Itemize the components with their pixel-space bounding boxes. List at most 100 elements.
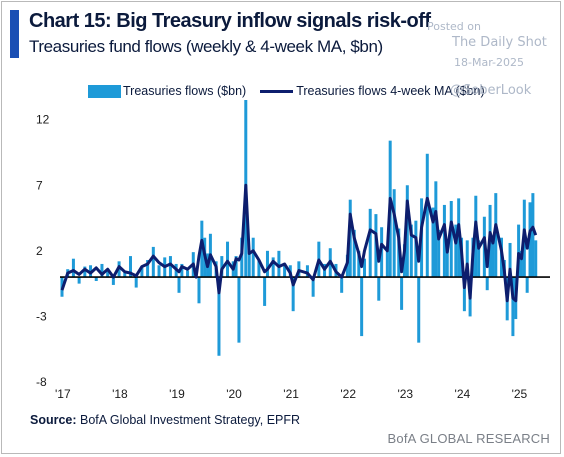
flow-bar (363, 258, 367, 278)
flow-bar (134, 277, 138, 288)
source-note: Source: BofA Global Investment Strategy,… (30, 413, 300, 427)
flow-bar (519, 250, 523, 278)
brand-footer: BofA GLOBAL RESEARCH (387, 431, 550, 446)
flow-bar (305, 265, 309, 278)
title-accent-bar (10, 10, 19, 58)
flow-bar (511, 277, 515, 337)
flow-bar (240, 237, 244, 278)
flow-bar (226, 241, 230, 278)
flow-bar (83, 266, 87, 278)
ma-line (60, 183, 538, 303)
flow-bar (352, 229, 356, 278)
flow-bar (146, 260, 150, 278)
flow-bar (442, 204, 446, 278)
watermark-handle: @SoberLook (450, 83, 532, 98)
flow-bar (477, 240, 481, 278)
flow-bar (525, 277, 529, 293)
x-tick-label: '17 (55, 387, 71, 401)
flow-bar (177, 277, 181, 293)
y-axis-ticks: 12 7 2 -3 -8 (36, 113, 50, 389)
flow-bar (465, 240, 469, 278)
flow-bar (151, 246, 155, 278)
flow-bar (534, 240, 538, 278)
flow-bar (111, 277, 115, 285)
flow-bar (234, 256, 238, 278)
x-tick-label: '19 (169, 387, 185, 401)
flow-bar (377, 277, 381, 301)
flow-bar (263, 277, 267, 306)
flow-bar (197, 277, 201, 304)
flow-bar (445, 242, 449, 278)
flow-bar (271, 257, 275, 278)
flow-bar (217, 277, 221, 356)
flow-bar (517, 224, 521, 278)
x-tick-label: '20 (226, 387, 242, 401)
watermark-site: The Daily Shot (452, 35, 547, 50)
flow-bar (531, 193, 535, 278)
flow-bar (186, 270, 190, 278)
y-tick-label: -3 (36, 309, 47, 323)
x-tick-label: '23 (397, 387, 413, 401)
x-tick-label: '24 (455, 387, 471, 401)
flow-bar (257, 260, 261, 278)
bars-group (60, 100, 538, 356)
flow-bar (385, 250, 389, 278)
x-tick-label: '18 (112, 387, 128, 401)
flow-bar (200, 220, 204, 278)
flow-bar (417, 277, 421, 343)
flow-bar (357, 250, 361, 278)
flow-bar (409, 224, 413, 278)
x-tick-label: '21 (283, 387, 299, 401)
flow-bar (485, 277, 489, 291)
flow-bar (77, 277, 81, 284)
flow-bar (400, 277, 404, 310)
flow-bar (277, 250, 281, 278)
watermark-date: 18-Mar-2025 (454, 56, 524, 69)
flow-bar (449, 200, 453, 278)
flow-bar (251, 237, 255, 278)
source-label: Source: (30, 413, 77, 427)
flow-bar (106, 269, 110, 278)
source-text: BofA Global Investment Strategy, EPFR (76, 413, 301, 427)
flow-bar (291, 277, 295, 312)
flow-bar (168, 256, 172, 278)
flow-bar (368, 208, 372, 278)
y-tick-label: 2 (36, 244, 43, 258)
flow-bar (425, 153, 429, 278)
chart-legend: Treasuries flows ($bn) Treasuries flows … (88, 82, 485, 100)
flow-bar (311, 277, 315, 297)
flow-bar (220, 256, 224, 278)
legend-swatch-bars (88, 84, 121, 98)
y-tick-label: 12 (36, 113, 50, 127)
legend-label-bars: Treasuries flows ($bn) (123, 84, 247, 98)
chart-subtitle: Treasuries fund flows (weekly & 4-week M… (29, 37, 383, 56)
flow-bar (180, 263, 184, 278)
flow-bar (71, 258, 75, 278)
flow-bar (454, 224, 458, 278)
flow-bar (437, 229, 441, 278)
flow-bar (431, 207, 435, 278)
x-tick-label: '22 (340, 387, 356, 401)
flow-bar (140, 267, 144, 278)
flow-bar (123, 271, 127, 278)
flow-bar (128, 256, 132, 278)
legend-swatch-line (260, 89, 294, 93)
x-axis-ticks: '17 '18 '19 '20 '21 '22 '23 '24 '25 (55, 387, 528, 401)
flow-bar (491, 237, 495, 278)
flow-bar (340, 277, 344, 293)
flow-bar (237, 277, 241, 343)
y-tick-label: 7 (36, 178, 43, 192)
flow-bar (462, 277, 466, 312)
flow-bar (247, 250, 251, 278)
flow-bar (392, 189, 396, 278)
flow-bar (283, 263, 287, 278)
flow-bar (434, 181, 438, 278)
flow-bar (360, 277, 364, 337)
y-tick-label: -8 (36, 375, 47, 389)
flow-bar (100, 263, 104, 278)
flow-bar (265, 250, 269, 278)
flow-bar (94, 277, 98, 282)
watermark-posted: Posted on (427, 20, 481, 33)
x-tick-label: '25 (512, 387, 528, 401)
